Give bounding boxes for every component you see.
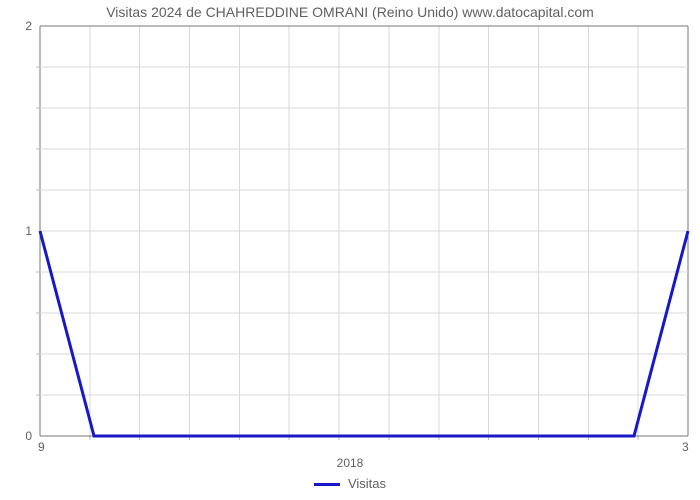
x-axis-left-tick: 9 [38,440,45,454]
legend-swatch [314,483,340,486]
line-chart [0,0,700,500]
y-tick-label: 1 [4,224,32,238]
y-tick-label: 2 [4,19,32,33]
x-axis-right-tick: 3 [682,440,689,454]
x-axis-center-label: 2018 [0,456,700,470]
chart-title: Visitas 2024 de CHAHREDDINE OMRANI (Rein… [0,4,700,20]
chart-legend: Visitas [0,476,700,491]
y-tick-label: 0 [4,429,32,443]
series-line [40,231,688,436]
legend-label: Visitas [348,476,386,491]
